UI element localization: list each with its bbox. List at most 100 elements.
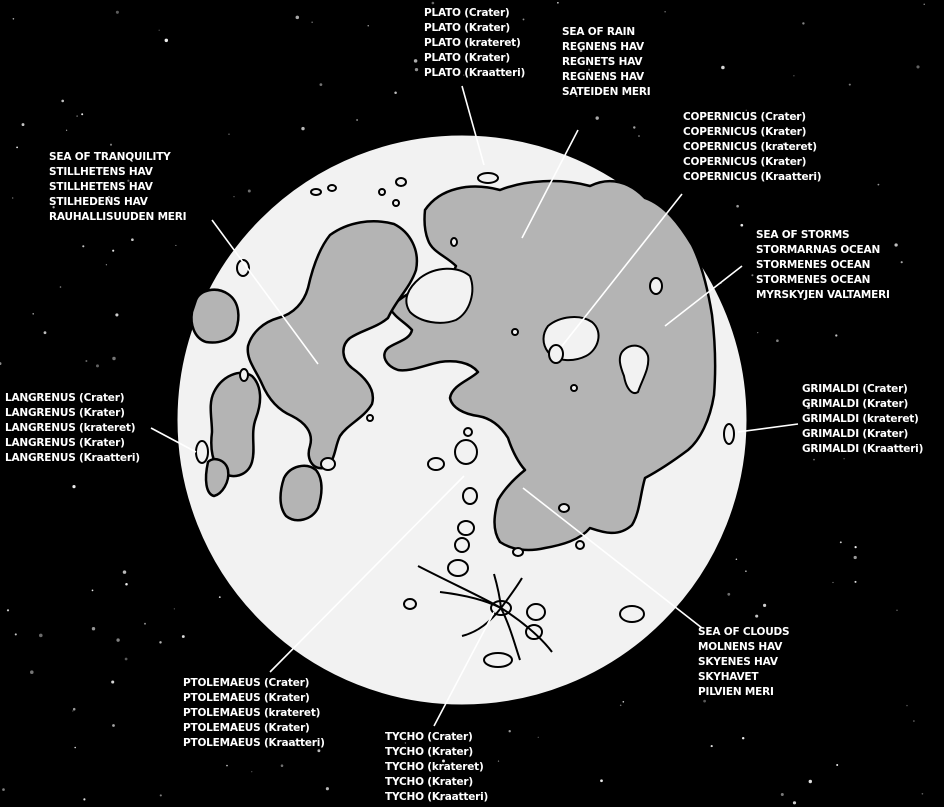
leader-sea-of-storms bbox=[664, 265, 743, 327]
star bbox=[115, 313, 119, 317]
crater bbox=[403, 598, 417, 610]
ray bbox=[500, 577, 523, 609]
star-field bbox=[0, 1, 925, 805]
star bbox=[509, 41, 512, 44]
label-line: REGNENS HAV bbox=[562, 41, 644, 53]
label-line: PLATO (Crater) bbox=[424, 7, 510, 19]
tycho-rays bbox=[417, 565, 553, 661]
star bbox=[431, 1, 435, 5]
star bbox=[622, 701, 625, 703]
star bbox=[843, 458, 845, 460]
star bbox=[85, 360, 88, 362]
star bbox=[319, 83, 323, 86]
star bbox=[780, 793, 784, 796]
star bbox=[600, 779, 603, 783]
island-right bbox=[618, 344, 650, 394]
star bbox=[404, 742, 407, 744]
star bbox=[144, 622, 146, 625]
ray bbox=[493, 573, 502, 609]
star bbox=[72, 485, 76, 489]
star bbox=[595, 116, 599, 120]
star bbox=[906, 704, 908, 707]
crater bbox=[526, 603, 546, 621]
leader-langrenus bbox=[150, 427, 197, 453]
label-line: GRIMALDI (Crater) bbox=[802, 383, 908, 395]
star bbox=[14, 633, 17, 636]
crater bbox=[511, 328, 519, 336]
star bbox=[164, 38, 169, 43]
star bbox=[6, 609, 10, 612]
label-line: COPERNICUS (Kraatteri) bbox=[683, 171, 822, 183]
star bbox=[72, 710, 74, 712]
crater-grimaldi bbox=[723, 423, 735, 445]
star bbox=[755, 614, 759, 618]
star bbox=[116, 638, 120, 642]
star bbox=[508, 730, 511, 733]
star bbox=[124, 657, 128, 661]
label-line: PLATO (Krater) bbox=[424, 22, 510, 34]
star bbox=[181, 635, 185, 638]
crater bbox=[462, 487, 478, 505]
star bbox=[91, 589, 94, 592]
label-line: COPERNICUS (Crater) bbox=[683, 111, 806, 123]
label-sea-of-tranquility: SEA OF TRANQUILITY STILLHETENS HAV STILL… bbox=[49, 150, 187, 225]
star bbox=[96, 364, 99, 368]
crater bbox=[454, 537, 470, 553]
star bbox=[175, 244, 177, 246]
ray bbox=[500, 607, 553, 653]
ray bbox=[439, 591, 502, 609]
label-line: PTOLEMAEUS (krateret) bbox=[183, 707, 321, 719]
leader-ptolemaeus bbox=[269, 475, 465, 673]
star bbox=[721, 65, 725, 70]
star bbox=[575, 95, 578, 97]
star bbox=[280, 764, 284, 767]
star bbox=[111, 680, 115, 684]
label-line: TYCHO (Kraatteri) bbox=[385, 791, 489, 803]
star bbox=[86, 398, 88, 400]
star bbox=[59, 286, 62, 288]
label-line: PTOLEMAEUS (Crater) bbox=[183, 677, 310, 689]
label-line: COPERNICUS (Krater) bbox=[683, 126, 807, 138]
crater bbox=[575, 540, 585, 550]
star bbox=[913, 720, 915, 722]
star bbox=[463, 74, 465, 76]
star bbox=[295, 15, 300, 20]
star bbox=[537, 736, 539, 738]
label-line: TYCHO (Crater) bbox=[385, 731, 473, 743]
star bbox=[745, 109, 748, 112]
label-plato: PLATO (Crater) PLATO (Krater) PLATO (kra… bbox=[424, 6, 525, 81]
label-langrenus: LANGRENUS (Crater) LANGRENUS (Krater) LA… bbox=[5, 391, 140, 466]
crater bbox=[327, 184, 337, 192]
star bbox=[32, 313, 34, 315]
label-line: PTOLEMAEUS (Krater) bbox=[183, 722, 310, 734]
star bbox=[619, 60, 622, 63]
star bbox=[72, 707, 76, 711]
star bbox=[325, 787, 329, 791]
crater bbox=[392, 199, 400, 207]
star bbox=[794, 116, 798, 119]
star bbox=[853, 555, 857, 560]
star bbox=[105, 264, 108, 266]
label-line: COPERNICUS (Krater) bbox=[683, 156, 807, 168]
crater bbox=[570, 384, 578, 392]
crater bbox=[239, 368, 249, 382]
label-line: SEA OF STORMS bbox=[756, 229, 850, 241]
star bbox=[173, 608, 175, 610]
star bbox=[81, 113, 84, 116]
star bbox=[311, 21, 313, 23]
leader-tycho bbox=[433, 611, 495, 727]
star bbox=[91, 627, 96, 631]
crater bbox=[310, 188, 322, 196]
leader-grimaldi bbox=[737, 423, 799, 433]
label-line: SEA OF TRANQUILITY bbox=[49, 151, 171, 163]
star bbox=[877, 183, 880, 186]
star bbox=[301, 126, 305, 131]
star bbox=[763, 603, 767, 607]
star bbox=[839, 541, 842, 544]
star bbox=[792, 801, 797, 805]
star bbox=[703, 699, 706, 703]
star bbox=[30, 670, 34, 674]
label-line: SKYENES HAV bbox=[698, 656, 778, 668]
label-line: MYRSKYJEN VALTAMERI bbox=[756, 289, 890, 301]
label-line: RAUHALLISUUDEN MERI bbox=[49, 211, 187, 223]
